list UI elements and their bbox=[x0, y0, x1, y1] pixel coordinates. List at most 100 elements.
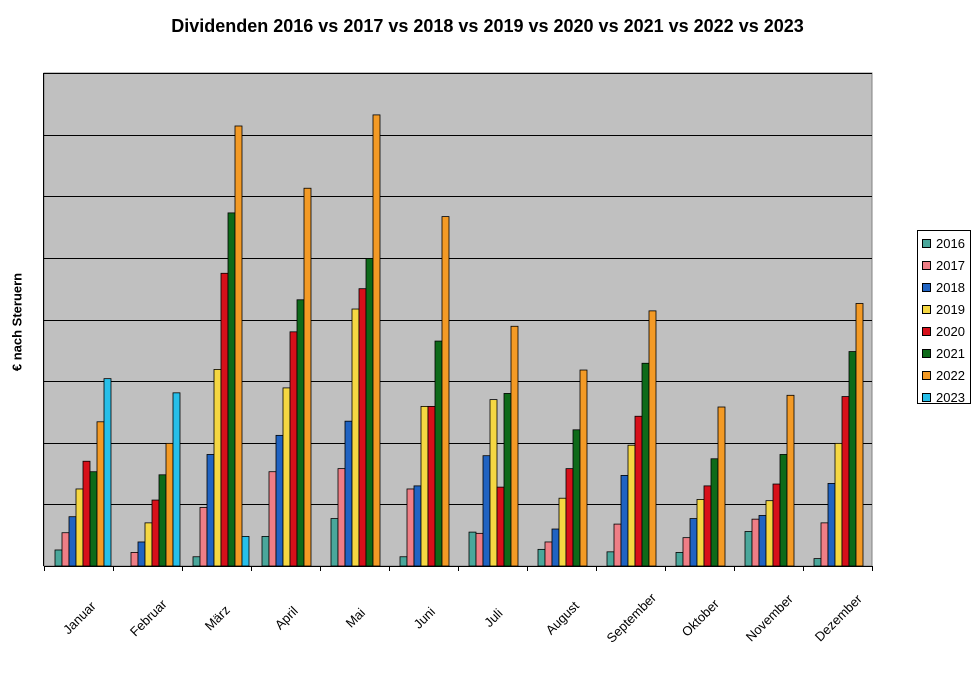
bar-2021 bbox=[848, 351, 857, 567]
bar-2017 bbox=[268, 471, 277, 567]
bar-2020 bbox=[82, 460, 91, 567]
bar-2021 bbox=[710, 458, 719, 567]
legend-item: 2023 bbox=[922, 386, 970, 408]
bar-2018 bbox=[758, 515, 767, 567]
bar-2018 bbox=[137, 541, 146, 567]
bar-2019 bbox=[489, 399, 498, 567]
bar-2019 bbox=[558, 497, 567, 567]
bar-2019 bbox=[75, 488, 84, 567]
bar-2020 bbox=[358, 288, 367, 567]
legend-swatch bbox=[922, 260, 931, 270]
x-tick-label: Februar bbox=[127, 596, 170, 639]
legend-label: 2022 bbox=[936, 367, 965, 383]
x-tick-label: Oktober bbox=[679, 596, 723, 640]
bar-2018 bbox=[275, 434, 284, 567]
x-tick-label: August bbox=[543, 598, 582, 637]
bar-2023 bbox=[103, 378, 112, 567]
bar-2018 bbox=[344, 420, 353, 567]
bar-2022 bbox=[165, 442, 174, 567]
bar-2016 bbox=[813, 558, 822, 567]
legend-item: 2017 bbox=[922, 254, 970, 276]
legend-swatch bbox=[922, 282, 931, 292]
x-tick-label: September bbox=[604, 590, 660, 646]
bar-2017 bbox=[544, 541, 553, 567]
bar-2019 bbox=[282, 387, 291, 567]
bar-2017 bbox=[199, 507, 208, 567]
bar-2016 bbox=[399, 556, 408, 567]
x-tick-label: Juni bbox=[411, 604, 439, 632]
bar-2020 bbox=[427, 405, 436, 567]
bar-2020 bbox=[220, 272, 229, 567]
bar-2022 bbox=[372, 114, 381, 567]
legend-item: 2021 bbox=[922, 342, 970, 364]
bar-2023 bbox=[241, 536, 250, 567]
bar-2019 bbox=[144, 522, 153, 567]
bar-2022 bbox=[303, 187, 312, 567]
bar-2016 bbox=[744, 531, 753, 567]
bar-2016 bbox=[675, 552, 684, 567]
legend-swatch bbox=[922, 370, 931, 380]
bar-2022 bbox=[855, 303, 864, 567]
bar-2016 bbox=[606, 551, 615, 567]
bar-2018 bbox=[68, 516, 77, 567]
plot-background bbox=[43, 72, 873, 567]
bar-2021 bbox=[227, 212, 236, 567]
legend-swatch bbox=[922, 392, 931, 402]
bar-2020 bbox=[565, 468, 574, 567]
bar-2018 bbox=[482, 455, 491, 567]
bar-2020 bbox=[289, 331, 298, 567]
bar-2021 bbox=[296, 299, 305, 567]
bar-2021 bbox=[779, 454, 788, 567]
bar-2021 bbox=[158, 474, 167, 567]
bar-2017 bbox=[613, 523, 622, 567]
legend-label: 2017 bbox=[936, 257, 965, 273]
legend-item: 2022 bbox=[922, 364, 970, 386]
bar-2022 bbox=[717, 406, 726, 567]
bar-2019 bbox=[351, 308, 360, 567]
legend-item: 2020 bbox=[922, 320, 970, 342]
bar-2019 bbox=[834, 442, 843, 567]
bar-2017 bbox=[820, 522, 829, 567]
legend: 2016 2017 2018 2019 2020 2021 2022 2023 bbox=[917, 230, 971, 405]
bar-2019 bbox=[420, 405, 429, 567]
bar-2016 bbox=[54, 549, 63, 567]
x-tick-label: Dezember bbox=[812, 591, 865, 644]
bar-2019 bbox=[765, 500, 774, 567]
bar-2017 bbox=[682, 537, 691, 567]
bar-2020 bbox=[496, 486, 505, 567]
bar-2021 bbox=[365, 258, 374, 567]
bar-2017 bbox=[130, 552, 139, 567]
bar-2016 bbox=[261, 536, 270, 567]
legend-swatch bbox=[922, 304, 931, 314]
bar-2022 bbox=[441, 216, 450, 567]
legend-label: 2020 bbox=[936, 323, 965, 339]
bar-2020 bbox=[634, 415, 643, 567]
legend-item: 2016 bbox=[922, 232, 970, 254]
bar-2019 bbox=[213, 369, 222, 567]
chart-title: Dividenden 2016 vs 2017 vs 2018 vs 2019 … bbox=[171, 16, 804, 36]
bar-2023 bbox=[172, 392, 181, 567]
legend-label: 2023 bbox=[936, 389, 965, 405]
bar-2018 bbox=[551, 528, 560, 567]
bar-2019 bbox=[696, 499, 705, 567]
x-tick-label: Juli bbox=[481, 606, 505, 630]
bar-2022 bbox=[579, 369, 588, 567]
bar-2022 bbox=[96, 421, 105, 567]
plot-area bbox=[43, 72, 873, 567]
bar-2016 bbox=[330, 518, 339, 567]
bar-2019 bbox=[627, 444, 636, 567]
bar-2022 bbox=[648, 310, 657, 567]
bar-2016 bbox=[468, 531, 477, 567]
bar-2016 bbox=[192, 556, 201, 567]
bar-2017 bbox=[475, 532, 484, 567]
bar-2020 bbox=[703, 485, 712, 567]
bar-2017 bbox=[751, 518, 760, 567]
x-tick-label: November bbox=[743, 591, 796, 644]
legend-item: 2019 bbox=[922, 298, 970, 320]
bar-2021 bbox=[434, 340, 443, 567]
bar-2022 bbox=[510, 325, 519, 567]
legend-label: 2019 bbox=[936, 301, 965, 317]
bar-2017 bbox=[406, 488, 415, 567]
bar-2017 bbox=[337, 468, 346, 567]
